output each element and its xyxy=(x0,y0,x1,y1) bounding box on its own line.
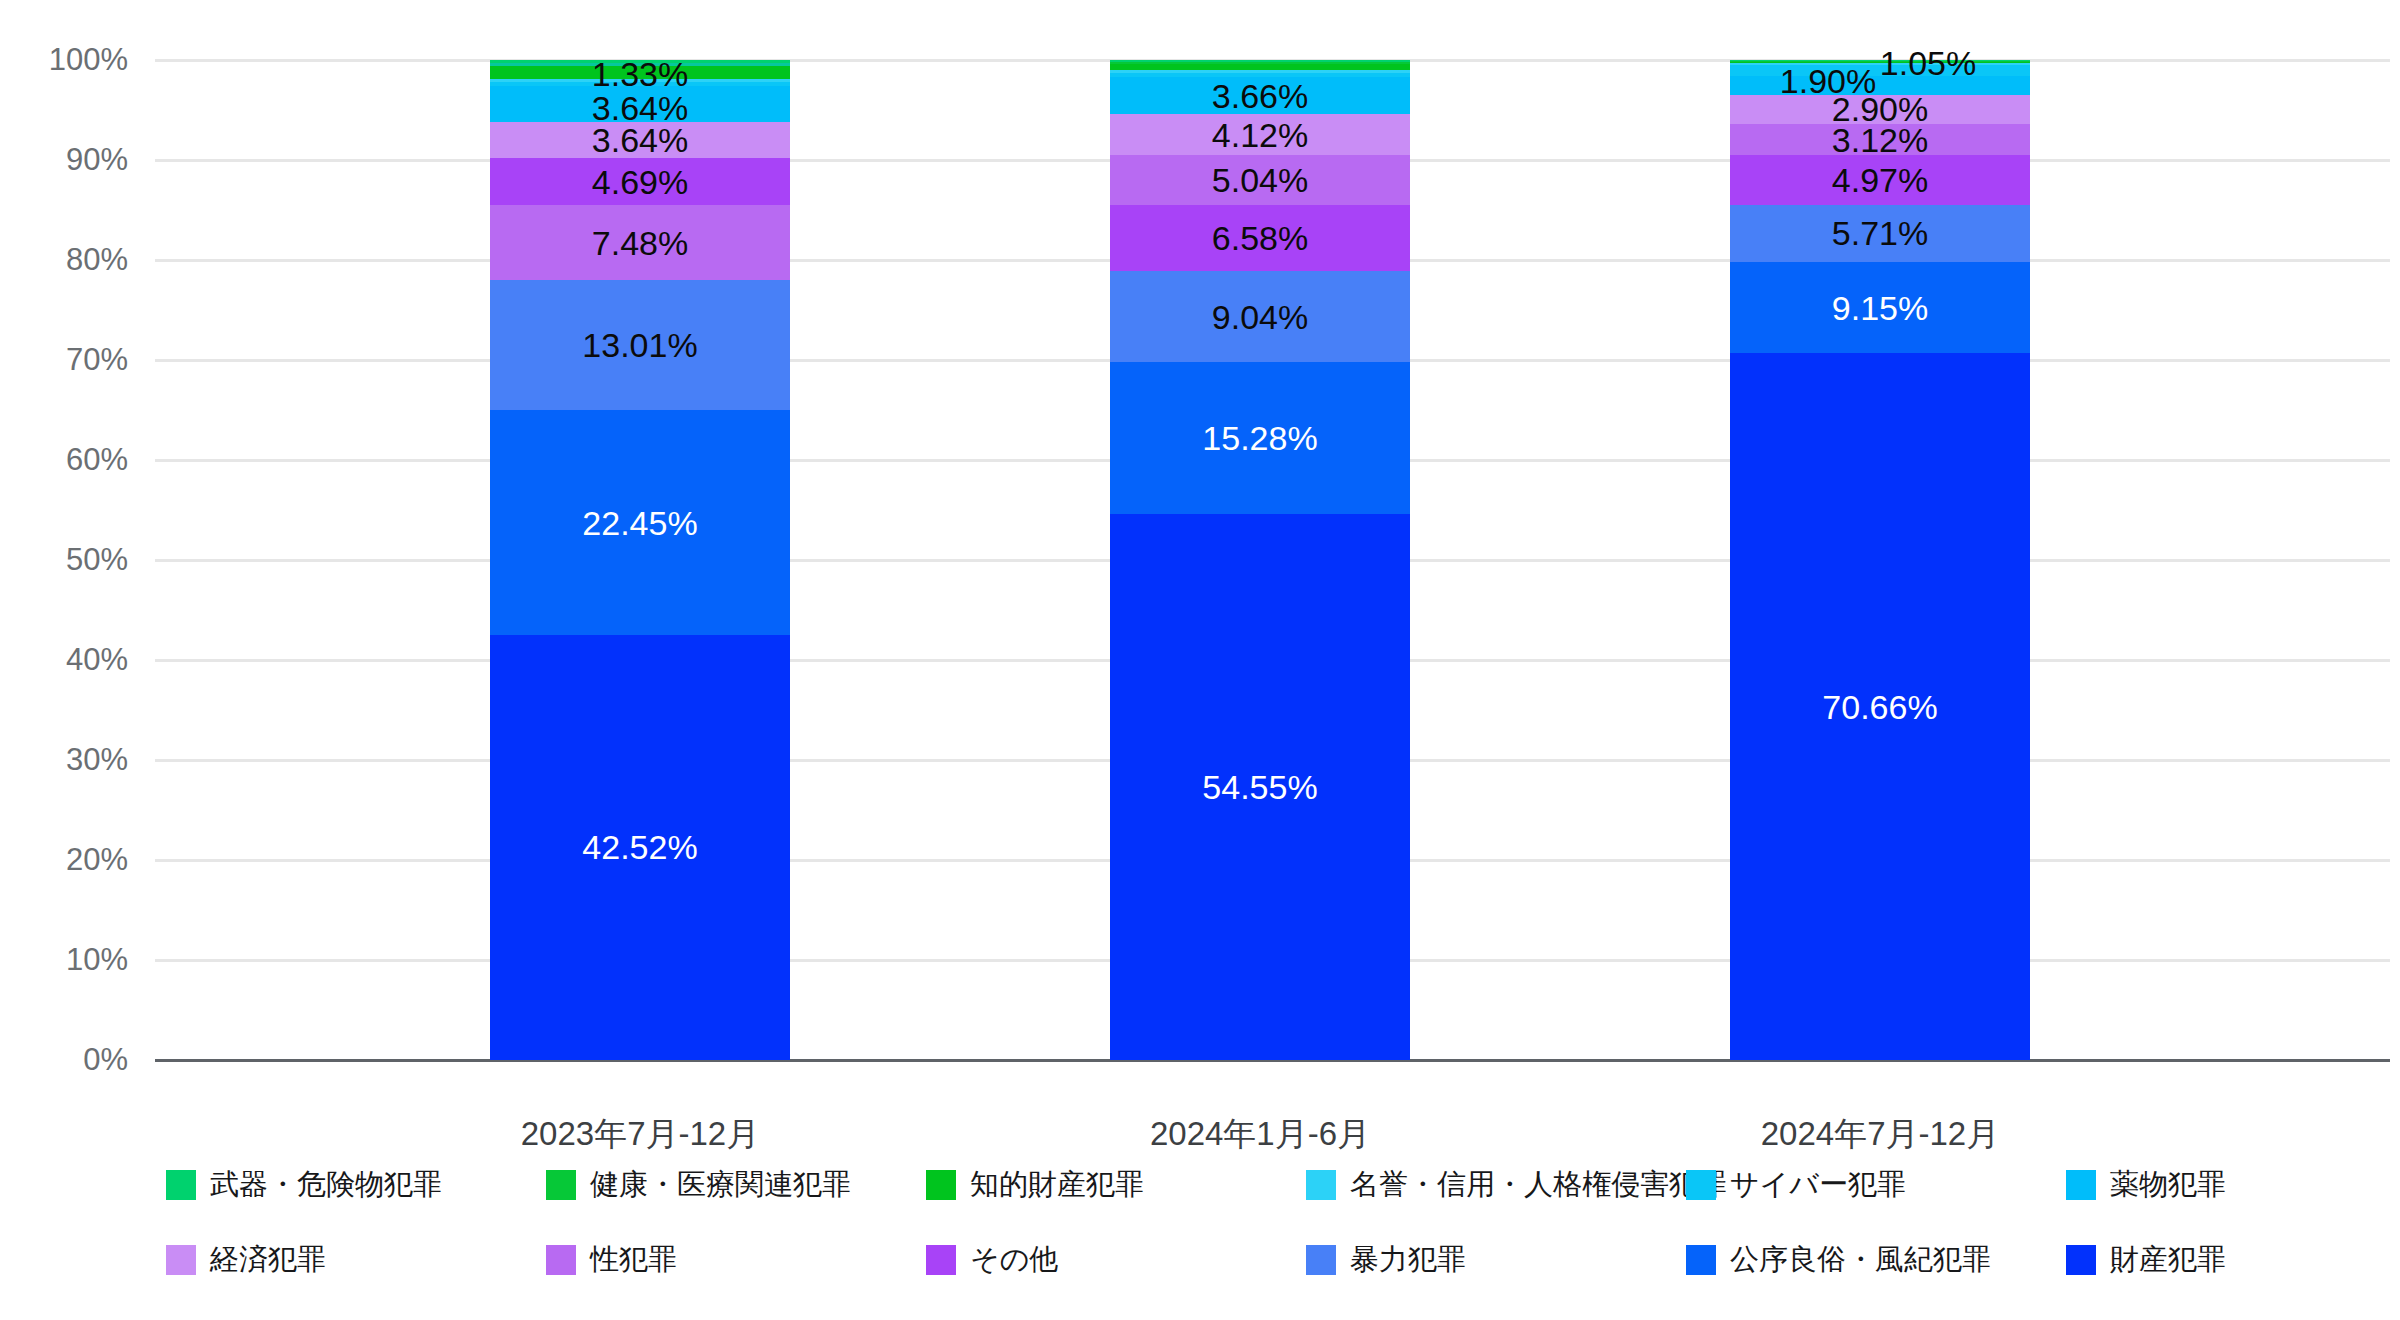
bar-2024年7月-12月 xyxy=(1730,60,2030,1060)
legend-swatch-経済犯罪 xyxy=(166,1245,196,1275)
segment-暴力犯罪 xyxy=(490,280,790,410)
segment-経済犯罪 xyxy=(1730,95,2030,124)
segment-財産犯罪 xyxy=(1110,514,1410,1060)
legend-label: 性犯罪 xyxy=(590,1240,677,1280)
legend-label: サイバー犯罪 xyxy=(1730,1165,1906,1205)
y-tick-label-40: 40% xyxy=(8,642,128,678)
legend-swatch-武器・危険物犯罪 xyxy=(166,1170,196,1200)
legend-swatch-名誉・信用・人格権侵害犯罪 xyxy=(1306,1170,1336,1200)
segment-薬物犯罪 xyxy=(490,86,790,122)
legend-item-名誉・信用・人格権侵害犯罪: 名誉・信用・人格権侵害犯罪 xyxy=(1306,1165,1727,1205)
segment-性犯罪 xyxy=(490,205,790,280)
legend-swatch-公序良俗・風紀犯罪 xyxy=(1686,1245,1716,1275)
y-tick-label-60: 60% xyxy=(8,442,128,478)
legend-label: 経済犯罪 xyxy=(210,1240,326,1280)
legend-label: 武器・危険物犯罪 xyxy=(210,1165,442,1205)
legend-swatch-その他 xyxy=(926,1245,956,1275)
legend-item-財産犯罪: 財産犯罪 xyxy=(2066,1240,2226,1280)
category-label-2024年1月-6月: 2024年1月-6月 xyxy=(1150,1112,1370,1157)
legend-item-暴力犯罪: 暴力犯罪 xyxy=(1306,1240,1466,1280)
segment-経済犯罪 xyxy=(1110,114,1410,155)
legend-swatch-性犯罪 xyxy=(546,1245,576,1275)
legend-item-武器・危険物犯罪: 武器・危険物犯罪 xyxy=(166,1165,442,1205)
segment-公序良俗・風紀犯罪 xyxy=(1110,362,1410,515)
bar-2023年7月-12月 xyxy=(490,60,790,1060)
legend-item-サイバー犯罪: サイバー犯罪 xyxy=(1686,1165,1906,1205)
legend-label: 名誉・信用・人格権侵害犯罪 xyxy=(1350,1165,1727,1205)
y-tick-label-80: 80% xyxy=(8,242,128,278)
legend-swatch-サイバー犯罪 xyxy=(1686,1170,1716,1200)
legend-label: 薬物犯罪 xyxy=(2110,1165,2226,1205)
legend-swatch-健康・医療関連犯罪 xyxy=(546,1170,576,1200)
segment-公序良俗・風紀犯罪 xyxy=(1730,262,2030,354)
segment-公序良俗・風紀犯罪 xyxy=(490,410,790,635)
segment-知的財産犯罪 xyxy=(490,66,790,79)
y-tick-label-90: 90% xyxy=(8,142,128,178)
y-tick-label-30: 30% xyxy=(8,742,128,778)
legend-swatch-薬物犯罪 xyxy=(2066,1170,2096,1200)
segment-薬物犯罪 xyxy=(1110,77,1410,114)
y-tick-label-70: 70% xyxy=(8,342,128,378)
category-label-2024年7月-12月: 2024年7月-12月 xyxy=(1761,1112,1999,1157)
segment-性犯罪 xyxy=(1110,155,1410,205)
segment-財産犯罪 xyxy=(490,635,790,1060)
segment-暴力犯罪 xyxy=(1730,205,2030,262)
legend-swatch-知的財産犯罪 xyxy=(926,1170,956,1200)
legend-label: 健康・医療関連犯罪 xyxy=(590,1165,851,1205)
stacked-bar-chart: 0%10%20%30%40%50%60%70%80%90%100% 1.33%3… xyxy=(0,0,2400,1320)
segment-暴力犯罪 xyxy=(1110,271,1410,361)
category-label-2023年7月-12月: 2023年7月-12月 xyxy=(521,1112,759,1157)
bar-2024年1月-6月 xyxy=(1110,60,1410,1060)
legend-item-薬物犯罪: 薬物犯罪 xyxy=(2066,1165,2226,1205)
segment-薬物犯罪 xyxy=(1730,76,2030,95)
segment-性犯罪 xyxy=(1730,124,2030,155)
legend-label: 公序良俗・風紀犯罪 xyxy=(1730,1240,1991,1280)
y-tick-label-20: 20% xyxy=(8,842,128,878)
legend-item-その他: その他 xyxy=(926,1240,1058,1280)
legend-item-公序良俗・風紀犯罪: 公序良俗・風紀犯罪 xyxy=(1686,1240,1991,1280)
segment-その他 xyxy=(1110,205,1410,271)
legend-swatch-財産犯罪 xyxy=(2066,1245,2096,1275)
legend-item-知的財産犯罪: 知的財産犯罪 xyxy=(926,1165,1144,1205)
y-tick-label-50: 50% xyxy=(8,542,128,578)
legend-item-経済犯罪: 経済犯罪 xyxy=(166,1240,326,1280)
legend-item-健康・医療関連犯罪: 健康・医療関連犯罪 xyxy=(546,1165,851,1205)
legend-item-性犯罪: 性犯罪 xyxy=(546,1240,677,1280)
y-tick-label-10: 10% xyxy=(8,942,128,978)
legend-label: その他 xyxy=(970,1240,1058,1280)
segment-経済犯罪 xyxy=(490,122,790,158)
segment-サイバー犯罪 xyxy=(1730,65,2030,76)
legend-swatch-暴力犯罪 xyxy=(1306,1245,1336,1275)
y-tick-label-0: 0% xyxy=(8,1042,128,1078)
legend-label: 暴力犯罪 xyxy=(1350,1240,1466,1280)
segment-財産犯罪 xyxy=(1730,353,2030,1060)
segment-その他 xyxy=(490,158,790,205)
legend-label: 財産犯罪 xyxy=(2110,1240,2226,1280)
segment-その他 xyxy=(1730,155,2030,205)
y-tick-label-100: 100% xyxy=(8,42,128,78)
legend-label: 知的財産犯罪 xyxy=(970,1165,1144,1205)
